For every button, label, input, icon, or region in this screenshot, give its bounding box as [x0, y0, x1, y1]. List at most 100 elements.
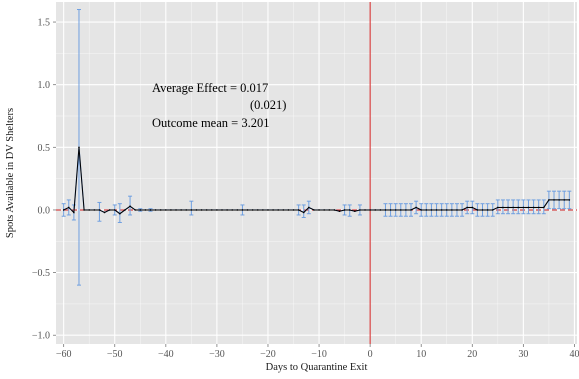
series-point	[415, 206, 417, 209]
series-point	[195, 209, 198, 211]
axis-ticks: −60 −50 −40 −30 −20 −10 0 10 20 30 40 −1.0 −0.5 0.0 0.…	[32, 18, 579, 360]
series-point	[399, 209, 402, 211]
series-point	[287, 209, 290, 211]
series-point	[108, 209, 111, 211]
series-point	[542, 206, 545, 209]
series-point	[185, 209, 188, 211]
series-point	[369, 209, 371, 211]
series-point	[537, 206, 540, 209]
series-point	[149, 209, 152, 211]
series-point	[502, 206, 504, 209]
series-point	[282, 209, 285, 211]
series-point	[272, 209, 274, 211]
series-point	[67, 206, 70, 209]
series-point	[93, 209, 96, 211]
series-point	[343, 209, 346, 211]
series-line	[63, 147, 570, 215]
series-point	[170, 209, 172, 211]
standard-error-label: (0.021)	[250, 98, 286, 112]
x-tick-label: −20	[260, 349, 276, 360]
series-point	[246, 209, 249, 211]
y-tick-label: −0.5	[32, 268, 50, 279]
series-point	[124, 209, 126, 211]
x-tick-label: 10	[416, 349, 426, 360]
series-point	[241, 209, 244, 211]
series-point	[410, 209, 412, 211]
series-point	[466, 206, 468, 209]
series-point	[354, 210, 356, 213]
ci-error-bar	[189, 200, 194, 216]
series-point	[461, 209, 463, 211]
series-point	[103, 211, 106, 214]
x-tick-label: −60	[56, 349, 72, 360]
series-point	[405, 209, 407, 211]
series-point	[98, 209, 101, 211]
series-point	[389, 209, 392, 211]
x-axis-title: Days to Quarantine Exit	[266, 362, 368, 373]
series-point	[78, 146, 80, 149]
series-point	[154, 209, 157, 211]
series-point	[236, 209, 239, 211]
series-point	[522, 206, 525, 209]
series-point	[302, 211, 305, 214]
series-point	[328, 209, 331, 211]
series-point	[210, 209, 213, 211]
y-tick-label: 0.5	[38, 143, 51, 154]
ci-error-bar	[301, 204, 306, 218]
y-tick-label: 1.0	[38, 80, 51, 91]
series-point	[364, 209, 366, 211]
series-point	[221, 209, 223, 211]
series-point	[359, 209, 361, 211]
ci-error-bar	[97, 201, 102, 222]
series-point	[256, 209, 259, 211]
series-point	[333, 209, 336, 211]
series-point	[165, 209, 167, 211]
series-point	[216, 209, 218, 211]
series-point	[200, 209, 203, 211]
x-tick-label: −30	[209, 349, 225, 360]
series-point	[481, 209, 484, 211]
series-layer	[62, 146, 571, 215]
y-axis-title: Spots Available in DV Shelters	[5, 108, 16, 238]
series-point	[231, 209, 234, 211]
plot-panel	[56, 2, 577, 344]
series-point	[323, 209, 325, 211]
x-tick-label: −40	[158, 349, 174, 360]
series-point	[129, 205, 131, 207]
series-point	[88, 209, 91, 211]
series-point	[384, 209, 387, 211]
series-point	[553, 199, 555, 201]
average-effect-label: Average Effect = 0.017	[152, 81, 268, 95]
series-point	[497, 206, 499, 209]
series-point	[527, 206, 530, 209]
series-point	[558, 199, 560, 201]
series-point	[205, 209, 208, 211]
series-point	[425, 209, 428, 211]
series-point	[226, 209, 228, 211]
series-point	[277, 209, 279, 211]
series-point	[512, 206, 514, 209]
series-point	[451, 209, 453, 211]
series-point	[445, 209, 448, 211]
x-tick-label: 20	[467, 349, 477, 360]
series-point	[262, 209, 264, 211]
series-point	[532, 206, 535, 209]
series-point	[435, 209, 438, 211]
y-tick-label: −1.0	[32, 331, 50, 342]
x-tick-label: 30	[518, 349, 528, 360]
series-point	[486, 209, 489, 211]
series-point	[144, 209, 147, 211]
series-point	[348, 209, 351, 211]
series-point	[175, 209, 177, 211]
series-point	[308, 206, 310, 209]
series-point	[338, 210, 341, 213]
series-point	[430, 209, 433, 211]
series-point	[267, 209, 269, 211]
series-point	[318, 209, 320, 211]
series-point	[568, 199, 571, 201]
series-point	[440, 209, 443, 211]
series-point	[292, 209, 295, 211]
series-point	[374, 209, 377, 211]
